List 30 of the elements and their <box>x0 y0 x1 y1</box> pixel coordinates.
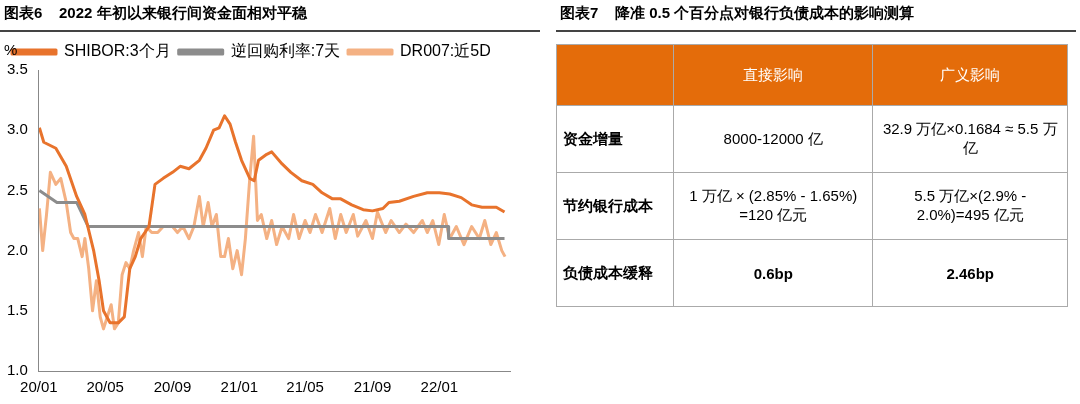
y-tick-label: 2.0 <box>6 240 28 258</box>
y-axis-title: % <box>4 40 18 58</box>
x-tick-label: 20/09 <box>153 378 192 396</box>
text: 8000-12000 亿 <box>723 129 823 147</box>
y-tick-label: 3.5 <box>6 60 28 78</box>
x-tick-label: 20/01 <box>20 378 58 396</box>
y-tick-label: 1.0 <box>6 361 28 379</box>
text: 图表7 降准 0.5 个百分点对银行负债成本的影响测算 <box>556 0 1076 32</box>
x-tick-label: 21/05 <box>286 378 324 396</box>
category-label: 节约银行成本 <box>563 196 653 214</box>
y-tick-label: 3.0 <box>6 120 28 138</box>
y-tick-label: 1.5 <box>6 300 28 318</box>
text: 0.6bp <box>753 264 793 282</box>
y-tick-label: 2.5 <box>6 180 28 198</box>
category-label: 资金增量 <box>563 129 623 147</box>
legend-label: DR007:近5D <box>400 42 491 60</box>
x-tick-label: 21/01 <box>220 378 259 396</box>
category-label: 直接影响 <box>673 44 873 106</box>
text: 32.9 万亿×0.1684 ≈ 5.5 万亿 <box>882 120 1058 156</box>
text: 2.46bp <box>946 264 994 282</box>
legend-label: 逆回购利率:7天 <box>230 42 341 60</box>
x-tick-label: 20/05 <box>86 378 124 396</box>
category-label: 负债成本缓释 <box>563 263 653 281</box>
chart-title: 图表6 2022 年初以来银行间资金面相对平稳 <box>0 0 540 32</box>
x-tick-label: 22/01 <box>420 378 459 396</box>
category-label: 广义影响 <box>872 44 1068 106</box>
x-tick-label: 21/09 <box>353 378 392 396</box>
legend-label: SHIBOR:3个月 <box>64 42 171 60</box>
text: 1 万亿 × (2.85% - 1.65%) =120 亿元 <box>689 187 858 223</box>
text: 5.5 万亿×(2.9% - 2.0%)=495 亿元 <box>914 187 1027 223</box>
